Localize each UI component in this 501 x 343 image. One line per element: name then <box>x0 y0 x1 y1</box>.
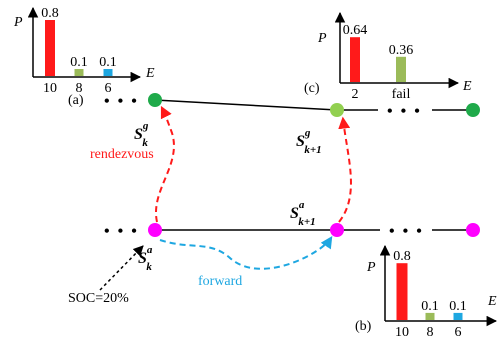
chart-b-tick-label-1: 8 <box>427 325 434 340</box>
ground-ellipsis-left: • • • <box>104 93 139 110</box>
chart-b-bar-2 <box>453 312 463 320</box>
node-aerial-end <box>466 223 480 237</box>
aerial-ellipsis-right: • • • <box>389 223 424 240</box>
chart-c-tick-label-1: fail <box>392 87 411 102</box>
label-sa-k1: Sa k+1 <box>290 199 316 228</box>
chart-c-tick-label-0: 2 <box>352 87 359 102</box>
chart-a-tick-label-0: 10 <box>43 81 57 96</box>
label-sg-k1: Sg k+1 <box>296 127 322 156</box>
aerial-ellipsis-left: • • • <box>104 223 139 240</box>
chart-a-value-label-2: 0.1 <box>99 55 117 70</box>
node-aerial-k <box>148 223 162 237</box>
chart-a-panel-label: (a) <box>68 93 84 108</box>
chart-c-y-label: P <box>317 31 327 46</box>
soc-label: SOC=20% <box>68 291 129 306</box>
ground-edge-k <box>154 99 338 111</box>
rendezvous-label: rendezvous <box>90 147 154 162</box>
chart-a-bar-0 <box>45 20 55 76</box>
chart-a-bars: 0.8 10 0.1 8 0.1 6 <box>41 6 117 96</box>
ground-ellipsis-right: • • • <box>387 103 422 120</box>
chart-b-y-label: P <box>366 260 376 275</box>
chart-b-value-label-2: 0.1 <box>449 299 467 314</box>
chart-b-bars: 0.8 10 0.1 8 0.1 6 <box>393 249 467 340</box>
chart-a-bar-2 <box>103 69 113 76</box>
probability-chart-b: P E (b) 0.8 10 0.1 8 0.1 6 <box>355 244 498 340</box>
chart-b-tick-label-0: 10 <box>395 325 409 340</box>
aerial-chain: • • • • • • <box>104 223 480 240</box>
chart-c-x-label: E <box>462 79 472 94</box>
node-ground-k <box>148 93 162 107</box>
chart-a-x-label: E <box>145 66 155 81</box>
chart-a-tick-label-2: 6 <box>105 81 112 96</box>
chart-b-x-label: E <box>487 294 497 309</box>
chart-a-value-label-1: 0.1 <box>70 55 88 70</box>
label-sg-k: Sg k <box>134 120 149 149</box>
rendezvous-arrow-k <box>154 105 175 223</box>
soc-pointer-arrow <box>99 245 144 291</box>
probability-chart-c: P E (c) 0.64 2 0.36 fail <box>304 11 472 102</box>
rendezvous-arrow-k1 <box>338 116 352 223</box>
chart-c-value-label-0: 0.64 <box>343 23 368 38</box>
chart-c-value-label-1: 0.36 <box>389 43 414 58</box>
chart-b-value-label-1: 0.1 <box>421 299 439 314</box>
probability-chart-a: P E (a) 0.8 10 0.1 8 0.1 6 <box>13 6 155 108</box>
chart-a-bar-1 <box>74 69 84 76</box>
forward-arrow <box>159 235 333 270</box>
chart-a-value-label-0: 0.8 <box>41 6 59 21</box>
chart-b-value-label-0: 0.8 <box>393 249 411 264</box>
chart-c-panel-label: (c) <box>304 81 320 96</box>
node-aerial-k1 <box>330 223 344 237</box>
chart-b-tick-label-2: 6 <box>455 325 462 340</box>
label-sa-k: Sa k <box>138 244 153 273</box>
chart-a-y-label: P <box>13 15 23 30</box>
chart-c-bar-1 <box>396 56 406 82</box>
chart-b-bar-0 <box>396 263 408 320</box>
chart-c-bars: 0.64 2 0.36 fail <box>343 23 414 102</box>
forward-label: forward <box>198 274 242 289</box>
chart-b-panel-label: (b) <box>355 319 372 334</box>
chart-b-bar-1 <box>425 312 435 320</box>
chart-c-bar-0 <box>350 37 360 82</box>
chart-a-tick-label-1: 8 <box>76 81 83 96</box>
node-ground-end <box>466 103 480 117</box>
node-ground-k1 <box>330 103 344 117</box>
ground-chain: • • • • • • <box>104 93 480 120</box>
